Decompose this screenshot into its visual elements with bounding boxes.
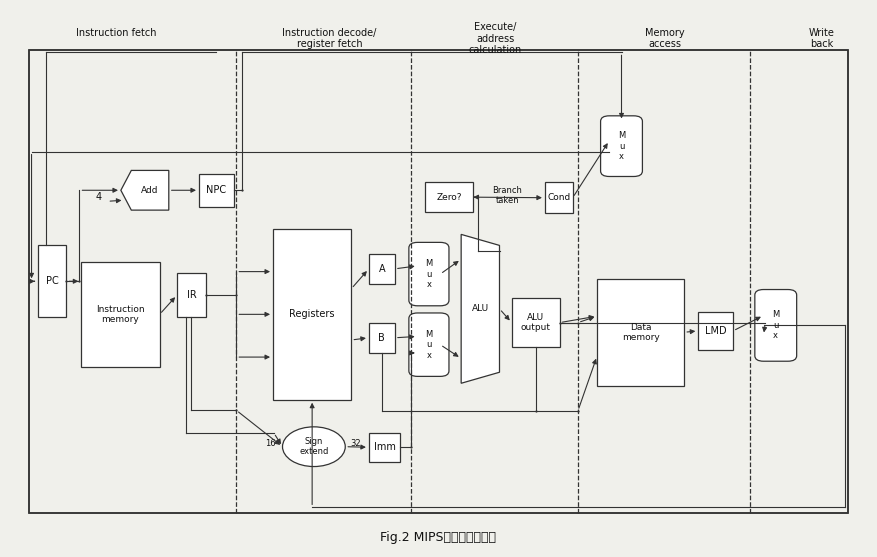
FancyBboxPatch shape — [601, 116, 643, 177]
Text: Zero?: Zero? — [436, 193, 461, 202]
FancyBboxPatch shape — [511, 298, 560, 348]
FancyBboxPatch shape — [597, 278, 684, 386]
FancyBboxPatch shape — [409, 313, 449, 377]
Text: 32: 32 — [351, 439, 361, 448]
FancyBboxPatch shape — [369, 433, 400, 462]
Text: M
u
x: M u x — [425, 259, 432, 289]
Text: NPC: NPC — [206, 185, 226, 196]
Text: Memory
access: Memory access — [645, 28, 685, 49]
Text: 4: 4 — [96, 192, 102, 202]
Text: IR: IR — [187, 290, 196, 300]
Text: Execute/
address
calculation: Execute/ address calculation — [468, 22, 522, 55]
Text: A: A — [379, 264, 385, 274]
Text: Write
back: Write back — [809, 28, 835, 49]
Text: Branch
taken: Branch taken — [492, 186, 523, 206]
Text: B: B — [379, 333, 385, 343]
Text: Data
memory: Data memory — [622, 323, 660, 342]
Ellipse shape — [282, 427, 346, 467]
Text: Cond: Cond — [547, 193, 570, 202]
Text: Registers: Registers — [289, 309, 335, 319]
Text: ALU: ALU — [472, 304, 488, 314]
Text: Instruction
memory: Instruction memory — [96, 305, 145, 324]
Text: Imm: Imm — [374, 442, 396, 452]
FancyBboxPatch shape — [29, 50, 848, 513]
Text: 16: 16 — [265, 439, 275, 448]
FancyBboxPatch shape — [273, 229, 352, 400]
FancyBboxPatch shape — [82, 262, 160, 367]
FancyBboxPatch shape — [38, 246, 67, 317]
Text: Instruction fetch: Instruction fetch — [75, 28, 156, 37]
FancyBboxPatch shape — [424, 182, 474, 212]
Polygon shape — [461, 234, 500, 383]
FancyBboxPatch shape — [409, 242, 449, 306]
Text: M
u
x: M u x — [425, 330, 432, 360]
Text: Instruction decode/
register fetch: Instruction decode/ register fetch — [282, 28, 377, 49]
Text: ALU
output: ALU output — [521, 313, 551, 333]
FancyBboxPatch shape — [177, 273, 206, 317]
FancyBboxPatch shape — [199, 174, 233, 207]
Text: Add: Add — [141, 186, 159, 195]
Text: M
u
x: M u x — [772, 310, 780, 340]
FancyBboxPatch shape — [698, 311, 733, 350]
Polygon shape — [121, 170, 168, 210]
FancyBboxPatch shape — [545, 182, 573, 213]
Text: M
u
x: M u x — [618, 131, 625, 161]
Text: LMD: LMD — [705, 326, 726, 336]
Text: Fig.2 MIPS五级流水结构图: Fig.2 MIPS五级流水结构图 — [381, 531, 496, 544]
FancyBboxPatch shape — [369, 323, 395, 353]
FancyBboxPatch shape — [755, 290, 796, 361]
FancyBboxPatch shape — [369, 253, 395, 284]
Text: Sign
extend: Sign extend — [299, 437, 329, 456]
Text: PC: PC — [46, 276, 59, 286]
